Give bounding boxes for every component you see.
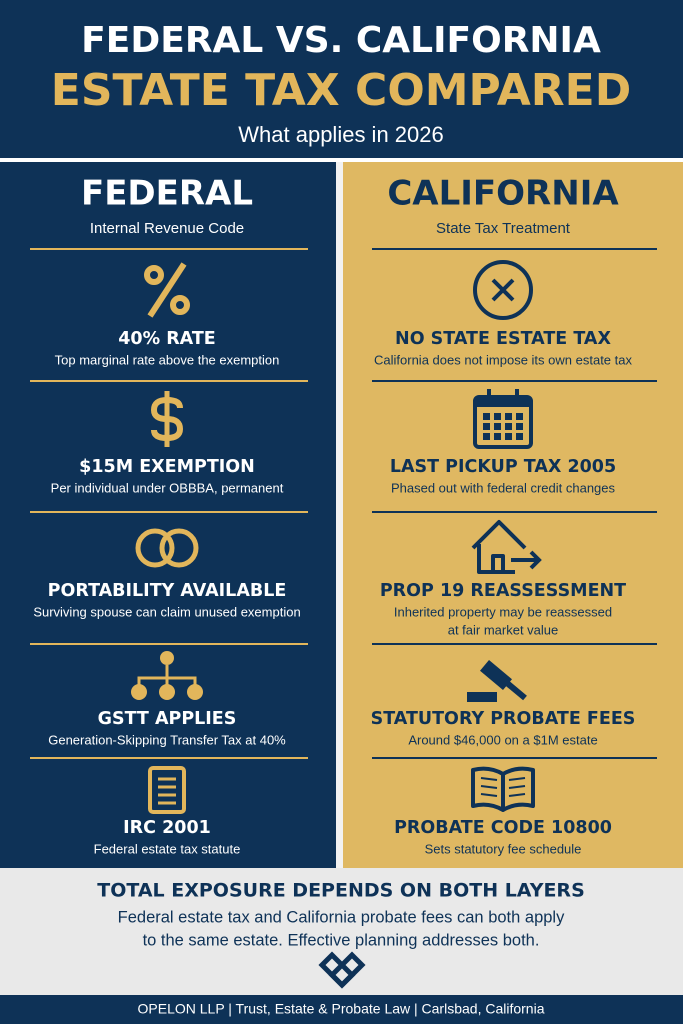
icon — [471, 520, 527, 574]
item-description: Phased out with federal credit changes — [391, 480, 616, 495]
item-title: GSTT APPLIES — [98, 709, 237, 729]
federal-column: FEDERAL Internal Revenue Code 40% RATE Top … — [30, 174, 308, 856]
item-description: Around $46,000 on a $1M estate — [408, 732, 597, 747]
icon — [516, 433, 523, 440]
item-title: LAST PICKUP TAX 2005 — [390, 457, 616, 477]
item-description: Inherited property may be reassessed — [394, 604, 612, 619]
item-icon — [150, 391, 184, 447]
header-rule — [0, 158, 683, 162]
item-title: PORTABILITY AVAILABLE — [48, 581, 287, 601]
icon — [483, 433, 490, 440]
icon — [475, 397, 531, 407]
item-title: IRC 2001 — [123, 818, 211, 838]
icon — [508, 777, 526, 781]
item-icon — [131, 651, 203, 700]
icon — [499, 675, 527, 701]
title-line1: FEDERAL VS. CALIFORNIA — [81, 20, 601, 61]
icon — [494, 423, 501, 430]
item-icon — [467, 659, 527, 702]
item-title: NO STATE ESTATE TAX — [395, 329, 611, 349]
icon — [170, 295, 190, 315]
icon — [511, 550, 542, 570]
column-heading: FEDERAL — [81, 174, 253, 214]
item-icon — [473, 389, 533, 449]
icon — [159, 684, 175, 700]
icon — [148, 766, 186, 814]
summary-text: Federal estate tax and California probat… — [118, 908, 565, 926]
summary-text: to the same estate. Effective planning a… — [143, 931, 540, 949]
item-icon — [144, 262, 190, 318]
summary-bg — [0, 868, 683, 995]
item-description: Federal estate tax statute — [94, 841, 241, 856]
icon — [480, 785, 498, 789]
icon — [491, 278, 515, 302]
icon — [159, 528, 199, 568]
column-gap — [336, 162, 343, 868]
summary-title: TOTAL EXPOSURE DEPENDS ON BOTH LAYERS — [97, 880, 585, 902]
item-title: $15M EXEMPTION — [79, 457, 255, 477]
header-bg — [0, 0, 683, 158]
icon — [187, 684, 203, 700]
icon — [494, 413, 501, 420]
footer-bg — [0, 995, 683, 1024]
icon — [508, 793, 526, 797]
icon — [505, 423, 512, 430]
item-icon — [471, 520, 542, 574]
icon — [516, 413, 523, 420]
icon — [160, 651, 174, 665]
icon — [131, 684, 147, 700]
california-bg — [343, 162, 683, 868]
item-description: California does not impose its own estat… — [374, 352, 632, 367]
icon — [505, 433, 512, 440]
item-description: Surviving spouse can claim unused exempt… — [33, 604, 300, 619]
subtitle: What applies in 2026 — [238, 122, 443, 147]
title-line2: ESTATE TAX COMPARED — [51, 65, 631, 116]
item-icon — [135, 528, 199, 568]
item-title: STATUTORY PROBATE FEES — [371, 709, 636, 729]
icon — [467, 692, 497, 702]
icon — [480, 777, 498, 781]
column-subheading: State Tax Treatment — [436, 220, 571, 237]
logo — [318, 951, 366, 989]
icon — [516, 423, 523, 430]
footer-text: OPELON LLP | Trust, Estate & Probate Law… — [138, 1001, 545, 1017]
icon — [483, 413, 490, 420]
item-description: Top marginal rate above the exemption — [55, 352, 280, 367]
item-title: PROP 19 REASSESSMENT — [380, 581, 626, 601]
column-subheading: Internal Revenue Code — [90, 220, 244, 237]
item-description: Sets statutory fee schedule — [425, 841, 582, 856]
item-icon — [471, 766, 535, 812]
column-heading: CALIFORNIA — [387, 174, 619, 214]
icon — [508, 785, 526, 789]
item-description: at fair market value — [448, 622, 559, 637]
california-column: CALIFORNIA State Tax Treatment NO STATE ES… — [371, 174, 657, 856]
item-description: Per individual under OBBBA, permanent — [51, 480, 284, 495]
icon — [471, 766, 535, 812]
icon — [135, 528, 175, 568]
icon — [473, 260, 533, 320]
icon — [480, 793, 498, 797]
icon — [483, 423, 490, 430]
icon — [147, 262, 187, 318]
item-icon — [148, 766, 186, 814]
item-icon — [473, 260, 533, 320]
federal-bg — [0, 162, 336, 868]
item-title: PROBATE CODE 10800 — [394, 818, 612, 838]
item-title: 40% RATE — [118, 329, 216, 349]
item-description: Generation-Skipping Transfer Tax at 40% — [48, 732, 286, 747]
icon — [505, 413, 512, 420]
icon — [144, 265, 164, 285]
icon — [494, 433, 501, 440]
